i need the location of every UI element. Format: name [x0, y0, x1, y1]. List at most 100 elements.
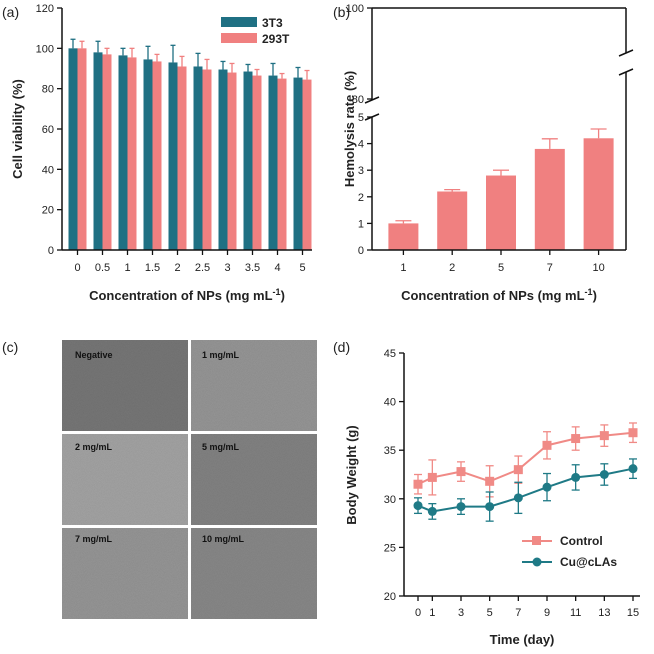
- y-tick-label: 0: [358, 245, 364, 257]
- data-point-control: [485, 476, 495, 486]
- micrograph-label-2mg: 2 mg/mL: [75, 442, 113, 452]
- y-axis-title: Hemolysis rate (%): [342, 71, 357, 187]
- bar-293t: [102, 54, 112, 251]
- data-point-cu-clas: [427, 506, 437, 516]
- micrograph-tile: [62, 434, 188, 525]
- x-tick-label: 1: [429, 607, 435, 619]
- y-tick-label: 30: [384, 494, 396, 506]
- y-tick-label: 100: [346, 3, 364, 15]
- bar-hemolysis: [437, 191, 468, 250]
- micrograph-tile: [62, 340, 188, 431]
- x-tick-label: 7: [547, 262, 553, 274]
- micrograph-label-10mg: 10 mg/mL: [202, 534, 245, 544]
- legend-marker-cu-clas: [532, 557, 542, 567]
- legend-label-293t: 293T: [262, 32, 290, 46]
- data-point-cu-clas: [513, 493, 523, 503]
- data-point-cu-clas: [456, 502, 466, 512]
- data-point-control: [571, 434, 581, 444]
- x-tick-label: 5: [487, 607, 493, 619]
- x-tick-label: 3: [224, 262, 230, 274]
- axis-break-mark: [364, 113, 380, 121]
- bar-3t3: [218, 69, 228, 250]
- data-point-control: [542, 440, 552, 450]
- bar-3t3: [93, 52, 103, 250]
- legend-swatch-3t3: [221, 17, 257, 27]
- micrograph-tile: [191, 434, 317, 525]
- x-tick-label: 10: [592, 262, 604, 274]
- y-tick-label: 80: [42, 84, 54, 96]
- bar-hemolysis: [583, 138, 614, 250]
- bar-3t3: [68, 48, 78, 251]
- micrograph-tile: [62, 528, 188, 619]
- data-point-cu-clas: [413, 501, 423, 511]
- x-tick-label: 1.5: [145, 262, 160, 274]
- bar-3t3: [268, 75, 278, 250]
- panel-b-hemolysis-chart: 0 1 2 3 4 5 80 100 1 2 5 7 10 Hemolysis rate (%) Co…: [342, 3, 634, 303]
- data-point-control: [427, 472, 437, 482]
- y-tick-label: 100: [36, 43, 54, 55]
- axis-break-mark: [618, 68, 634, 76]
- x-tick-label: 13: [598, 607, 610, 619]
- y-tick-label: 25: [384, 542, 396, 554]
- x-tick-label: 5: [498, 262, 504, 274]
- y-tick-label: 20: [384, 591, 396, 603]
- bar-3t3: [168, 62, 178, 251]
- bar-3t3: [143, 59, 153, 250]
- x-axis-title: Concentration of NPs (mg mL-1): [89, 287, 285, 303]
- y-tick-label: 35: [384, 445, 396, 457]
- axis-break-mark: [618, 49, 634, 57]
- bar-3t3: [118, 55, 128, 251]
- bar-3t3: [243, 71, 253, 251]
- panel-label-a: (a): [2, 4, 19, 20]
- data-point-control: [513, 465, 523, 475]
- y-tick-label: 40: [42, 164, 54, 176]
- x-tick-label: 2: [449, 262, 455, 274]
- bar-hemolysis: [486, 175, 516, 250]
- y-tick-label: 120: [36, 3, 54, 15]
- x-tick-label: 0.5: [95, 262, 110, 274]
- data-point-cu-clas: [571, 472, 581, 482]
- y-tick-label: 0: [48, 245, 54, 257]
- x-tick-label: 3: [458, 607, 464, 619]
- x-tick-label: 0: [415, 607, 421, 619]
- data-point-control: [628, 428, 638, 438]
- x-axis-title: Time (day): [490, 632, 555, 647]
- panel-label-b: (b): [333, 4, 350, 20]
- bar-293t: [202, 69, 212, 250]
- x-tick-label: 1: [124, 262, 130, 274]
- data-point-cu-clas: [599, 470, 609, 479]
- micrograph-tile: [191, 528, 317, 619]
- data-point-cu-clas: [542, 482, 552, 492]
- data-point-control: [413, 479, 423, 489]
- y-tick-label: 3: [358, 165, 364, 177]
- x-tick-label: 0: [74, 262, 80, 274]
- data-point-cu-clas: [628, 464, 638, 474]
- legend-marker-control: [532, 536, 541, 545]
- x-tick-label: 3.5: [245, 262, 260, 274]
- panel-label-d: (d): [333, 339, 350, 355]
- panel-c-micrograph-grid: [62, 340, 317, 619]
- bar-293t: [177, 66, 187, 250]
- y-tick-label: 2: [358, 192, 364, 204]
- x-tick-label: 4: [274, 262, 280, 274]
- bar-293t: [277, 78, 287, 250]
- x-tick-label: 2: [174, 262, 180, 274]
- micrograph-label-5mg: 5 mg/mL: [202, 442, 240, 452]
- legend-label-control: Control: [560, 534, 603, 548]
- x-tick-label: 11: [570, 607, 581, 619]
- micrograph-label-7mg: 7 mg/mL: [75, 534, 113, 544]
- bar-hemolysis: [388, 223, 419, 250]
- axis-break-mark: [364, 96, 380, 104]
- bar-293t: [127, 57, 137, 251]
- bar-293t: [302, 79, 312, 250]
- data-point-control: [599, 431, 609, 441]
- y-tick-label: 80: [352, 94, 364, 106]
- y-tick-label: 5: [358, 112, 364, 124]
- bar-293t: [227, 72, 237, 251]
- legend-swatch-293t: [221, 33, 257, 43]
- legend-label-cu-clas: Cu@cLAs: [560, 555, 617, 569]
- x-tick-label: 2.5: [195, 262, 210, 274]
- micrograph-label-1mg: 1 mg/mL: [202, 350, 240, 360]
- micrograph-tile: [191, 340, 317, 431]
